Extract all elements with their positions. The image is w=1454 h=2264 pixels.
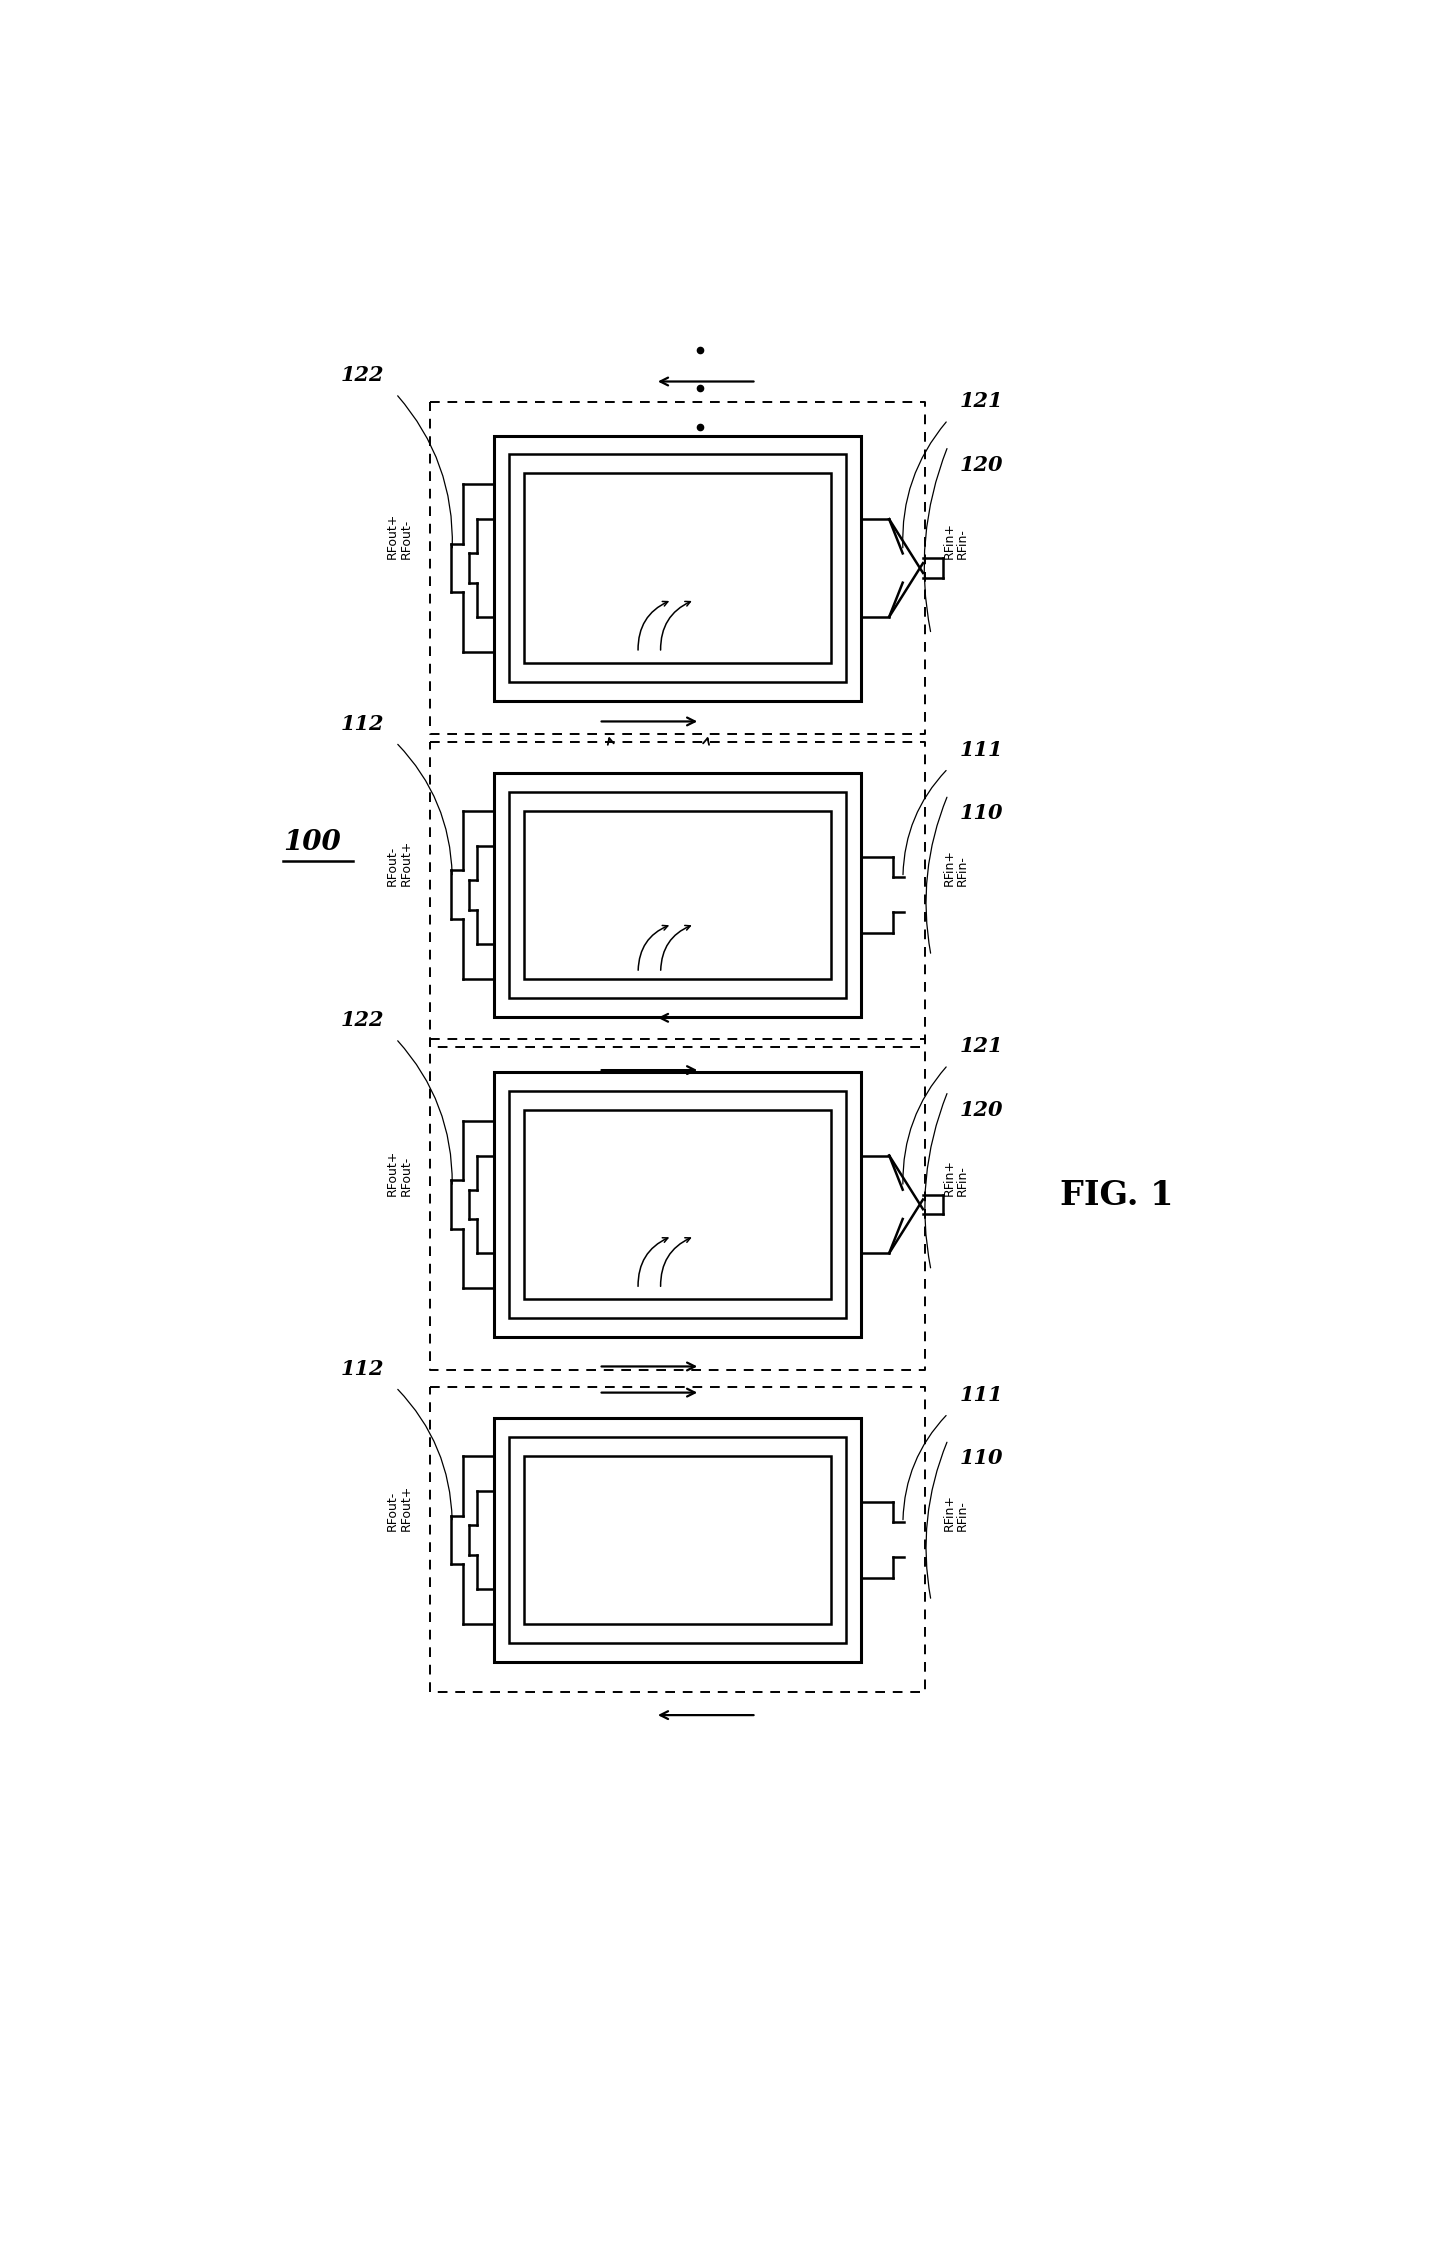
Text: RFin+: RFin+ [942,1494,955,1530]
Text: 110: 110 [960,804,1003,824]
Text: RFin+: RFin+ [942,849,955,885]
Text: RFin-: RFin- [955,1501,968,1530]
Text: RFout+: RFout+ [387,514,400,559]
Text: 100: 100 [284,829,340,856]
Text: 122: 122 [342,365,384,385]
Text: RFout-: RFout- [387,847,400,885]
Text: RFin-: RFin- [955,1164,968,1195]
Text: 122: 122 [342,1010,384,1030]
Text: 120: 120 [960,455,1003,475]
Text: 112: 112 [342,713,384,734]
Text: 120: 120 [960,1100,1003,1121]
Text: RFin-: RFin- [955,856,968,885]
Text: RFout-: RFout- [387,1492,400,1530]
Text: RFout+: RFout+ [387,1150,400,1195]
Text: RFout-: RFout- [400,1155,413,1195]
Text: 121: 121 [960,1037,1003,1055]
Text: RFin-: RFin- [955,528,968,559]
Text: 110: 110 [960,1449,1003,1469]
Text: FIG. 1: FIG. 1 [1060,1180,1173,1211]
Text: RFout-: RFout- [400,518,413,559]
Text: RFin+: RFin+ [942,1159,955,1195]
Text: 112: 112 [342,1358,384,1379]
Text: 111: 111 [960,1386,1003,1404]
Text: RFin+: RFin+ [942,523,955,559]
Text: 111: 111 [960,740,1003,761]
Text: 121: 121 [960,392,1003,412]
Text: RFout+: RFout+ [400,1485,413,1530]
Text: RFout+: RFout+ [400,840,413,885]
